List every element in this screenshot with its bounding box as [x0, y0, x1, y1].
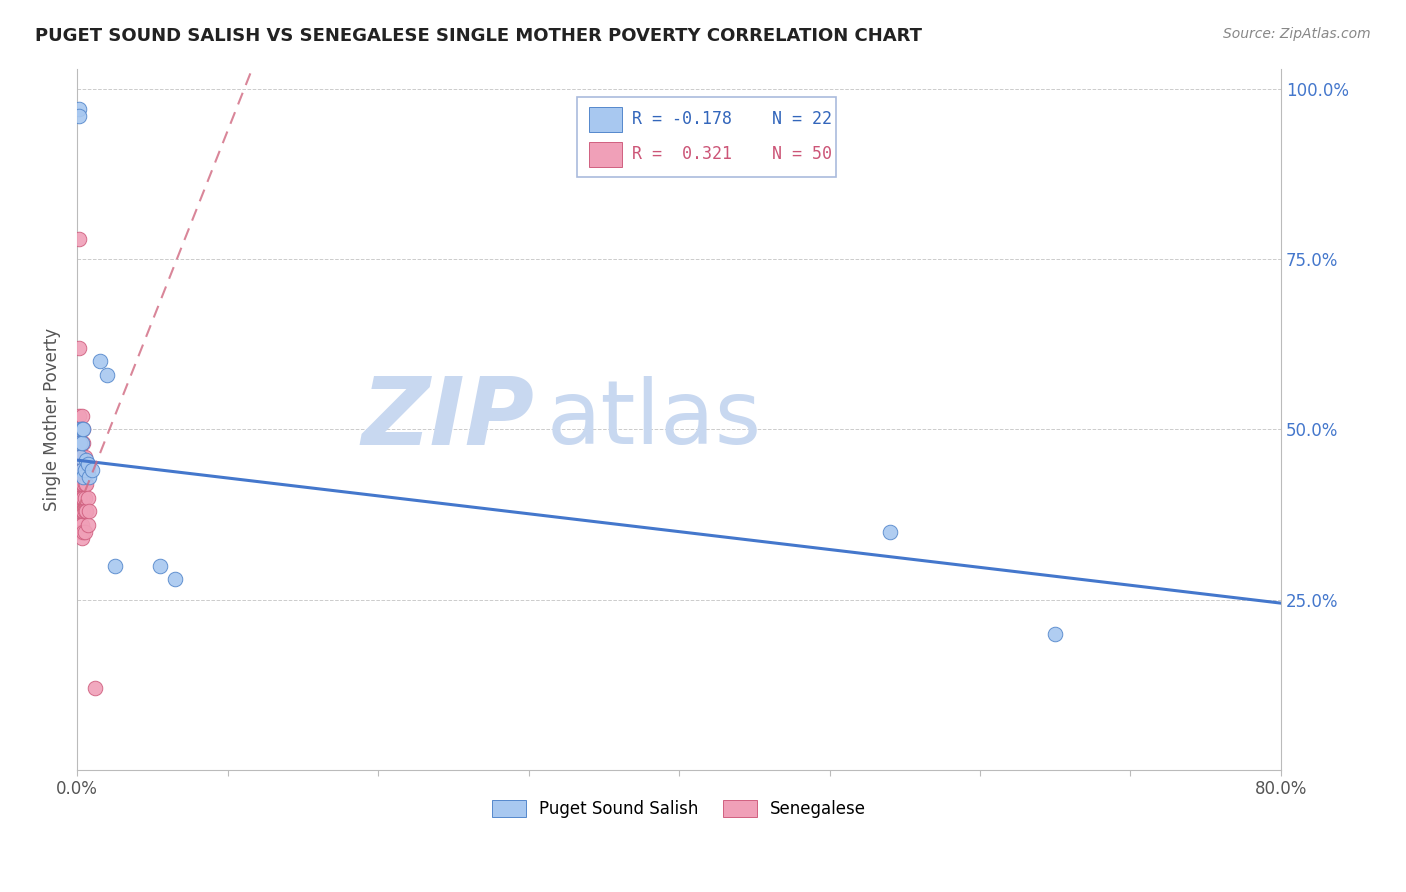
Point: [70, 422, 93, 436]
Point: [70, 504, 93, 518]
Text: atlas: atlas: [547, 376, 762, 463]
Point: [67, 103, 90, 117]
Point: [69, 463, 91, 477]
Text: R =  0.321    N = 50: R = 0.321 N = 50: [633, 145, 832, 163]
Point: [69, 450, 91, 464]
Point: [84, 681, 107, 696]
Point: [96, 368, 118, 382]
Point: [76, 517, 98, 532]
Point: [75, 477, 97, 491]
Point: [72, 422, 94, 436]
Point: [69, 477, 91, 491]
Point: [72, 470, 94, 484]
Point: [69, 517, 91, 532]
Point: [72, 463, 94, 477]
Point: [69, 504, 91, 518]
Point: [77, 470, 100, 484]
Text: ZIP: ZIP: [361, 373, 534, 466]
Point: [73, 477, 96, 491]
Point: [879, 524, 901, 539]
Point: [69, 450, 91, 464]
Point: [69, 436, 91, 450]
Point: [75, 453, 97, 467]
Point: [67, 422, 90, 436]
Point: [1045, 627, 1067, 641]
Point: [76, 491, 98, 505]
Point: [75, 504, 97, 518]
Point: [75, 463, 97, 477]
Point: [67, 341, 90, 355]
Text: R = -0.178    N = 22: R = -0.178 N = 22: [633, 110, 832, 128]
Point: [69, 422, 91, 436]
Point: [67, 450, 90, 464]
Point: [70, 422, 93, 436]
Point: [69, 524, 91, 539]
Point: [67, 491, 90, 505]
Point: [67, 429, 90, 443]
Point: [70, 463, 93, 477]
Point: [70, 517, 93, 532]
Point: [82, 463, 104, 477]
Point: [76, 463, 98, 477]
Point: [149, 558, 172, 573]
Point: [67, 409, 90, 423]
Point: [163, 572, 186, 586]
Point: [70, 436, 93, 450]
Point: [72, 504, 94, 518]
Point: [104, 558, 127, 573]
Point: [76, 457, 98, 471]
Point: [67, 470, 90, 484]
Point: [67, 232, 90, 246]
Bar: [589, 107, 623, 132]
Point: [67, 109, 90, 123]
Point: [73, 463, 96, 477]
Text: PUGET SOUND SALISH VS SENEGALESE SINGLE MOTHER POVERTY CORRELATION CHART: PUGET SOUND SALISH VS SENEGALESE SINGLE …: [35, 27, 922, 45]
Point: [70, 477, 93, 491]
Point: [73, 491, 96, 505]
Point: [67, 442, 90, 457]
Bar: [589, 142, 623, 167]
Point: [73, 463, 96, 477]
Legend: Puget Sound Salish, Senegalese: Puget Sound Salish, Senegalese: [485, 793, 873, 825]
Point: [70, 409, 93, 423]
Point: [72, 477, 94, 491]
Point: [69, 422, 91, 436]
Point: [73, 524, 96, 539]
Point: [73, 450, 96, 464]
Y-axis label: Single Mother Poverty: Single Mother Poverty: [44, 327, 60, 511]
Point: [77, 504, 100, 518]
Point: [72, 436, 94, 450]
Point: [73, 504, 96, 518]
Point: [72, 422, 94, 436]
Point: [70, 436, 93, 450]
Point: [70, 450, 93, 464]
Point: [70, 532, 93, 546]
Point: [69, 491, 91, 505]
Point: [72, 491, 94, 505]
Point: [69, 436, 91, 450]
Point: [67, 436, 90, 450]
Text: Source: ZipAtlas.com: Source: ZipAtlas.com: [1223, 27, 1371, 41]
Point: [70, 463, 93, 477]
Point: [72, 524, 94, 539]
Point: [89, 354, 111, 368]
Point: [70, 491, 93, 505]
FancyBboxPatch shape: [576, 96, 835, 178]
